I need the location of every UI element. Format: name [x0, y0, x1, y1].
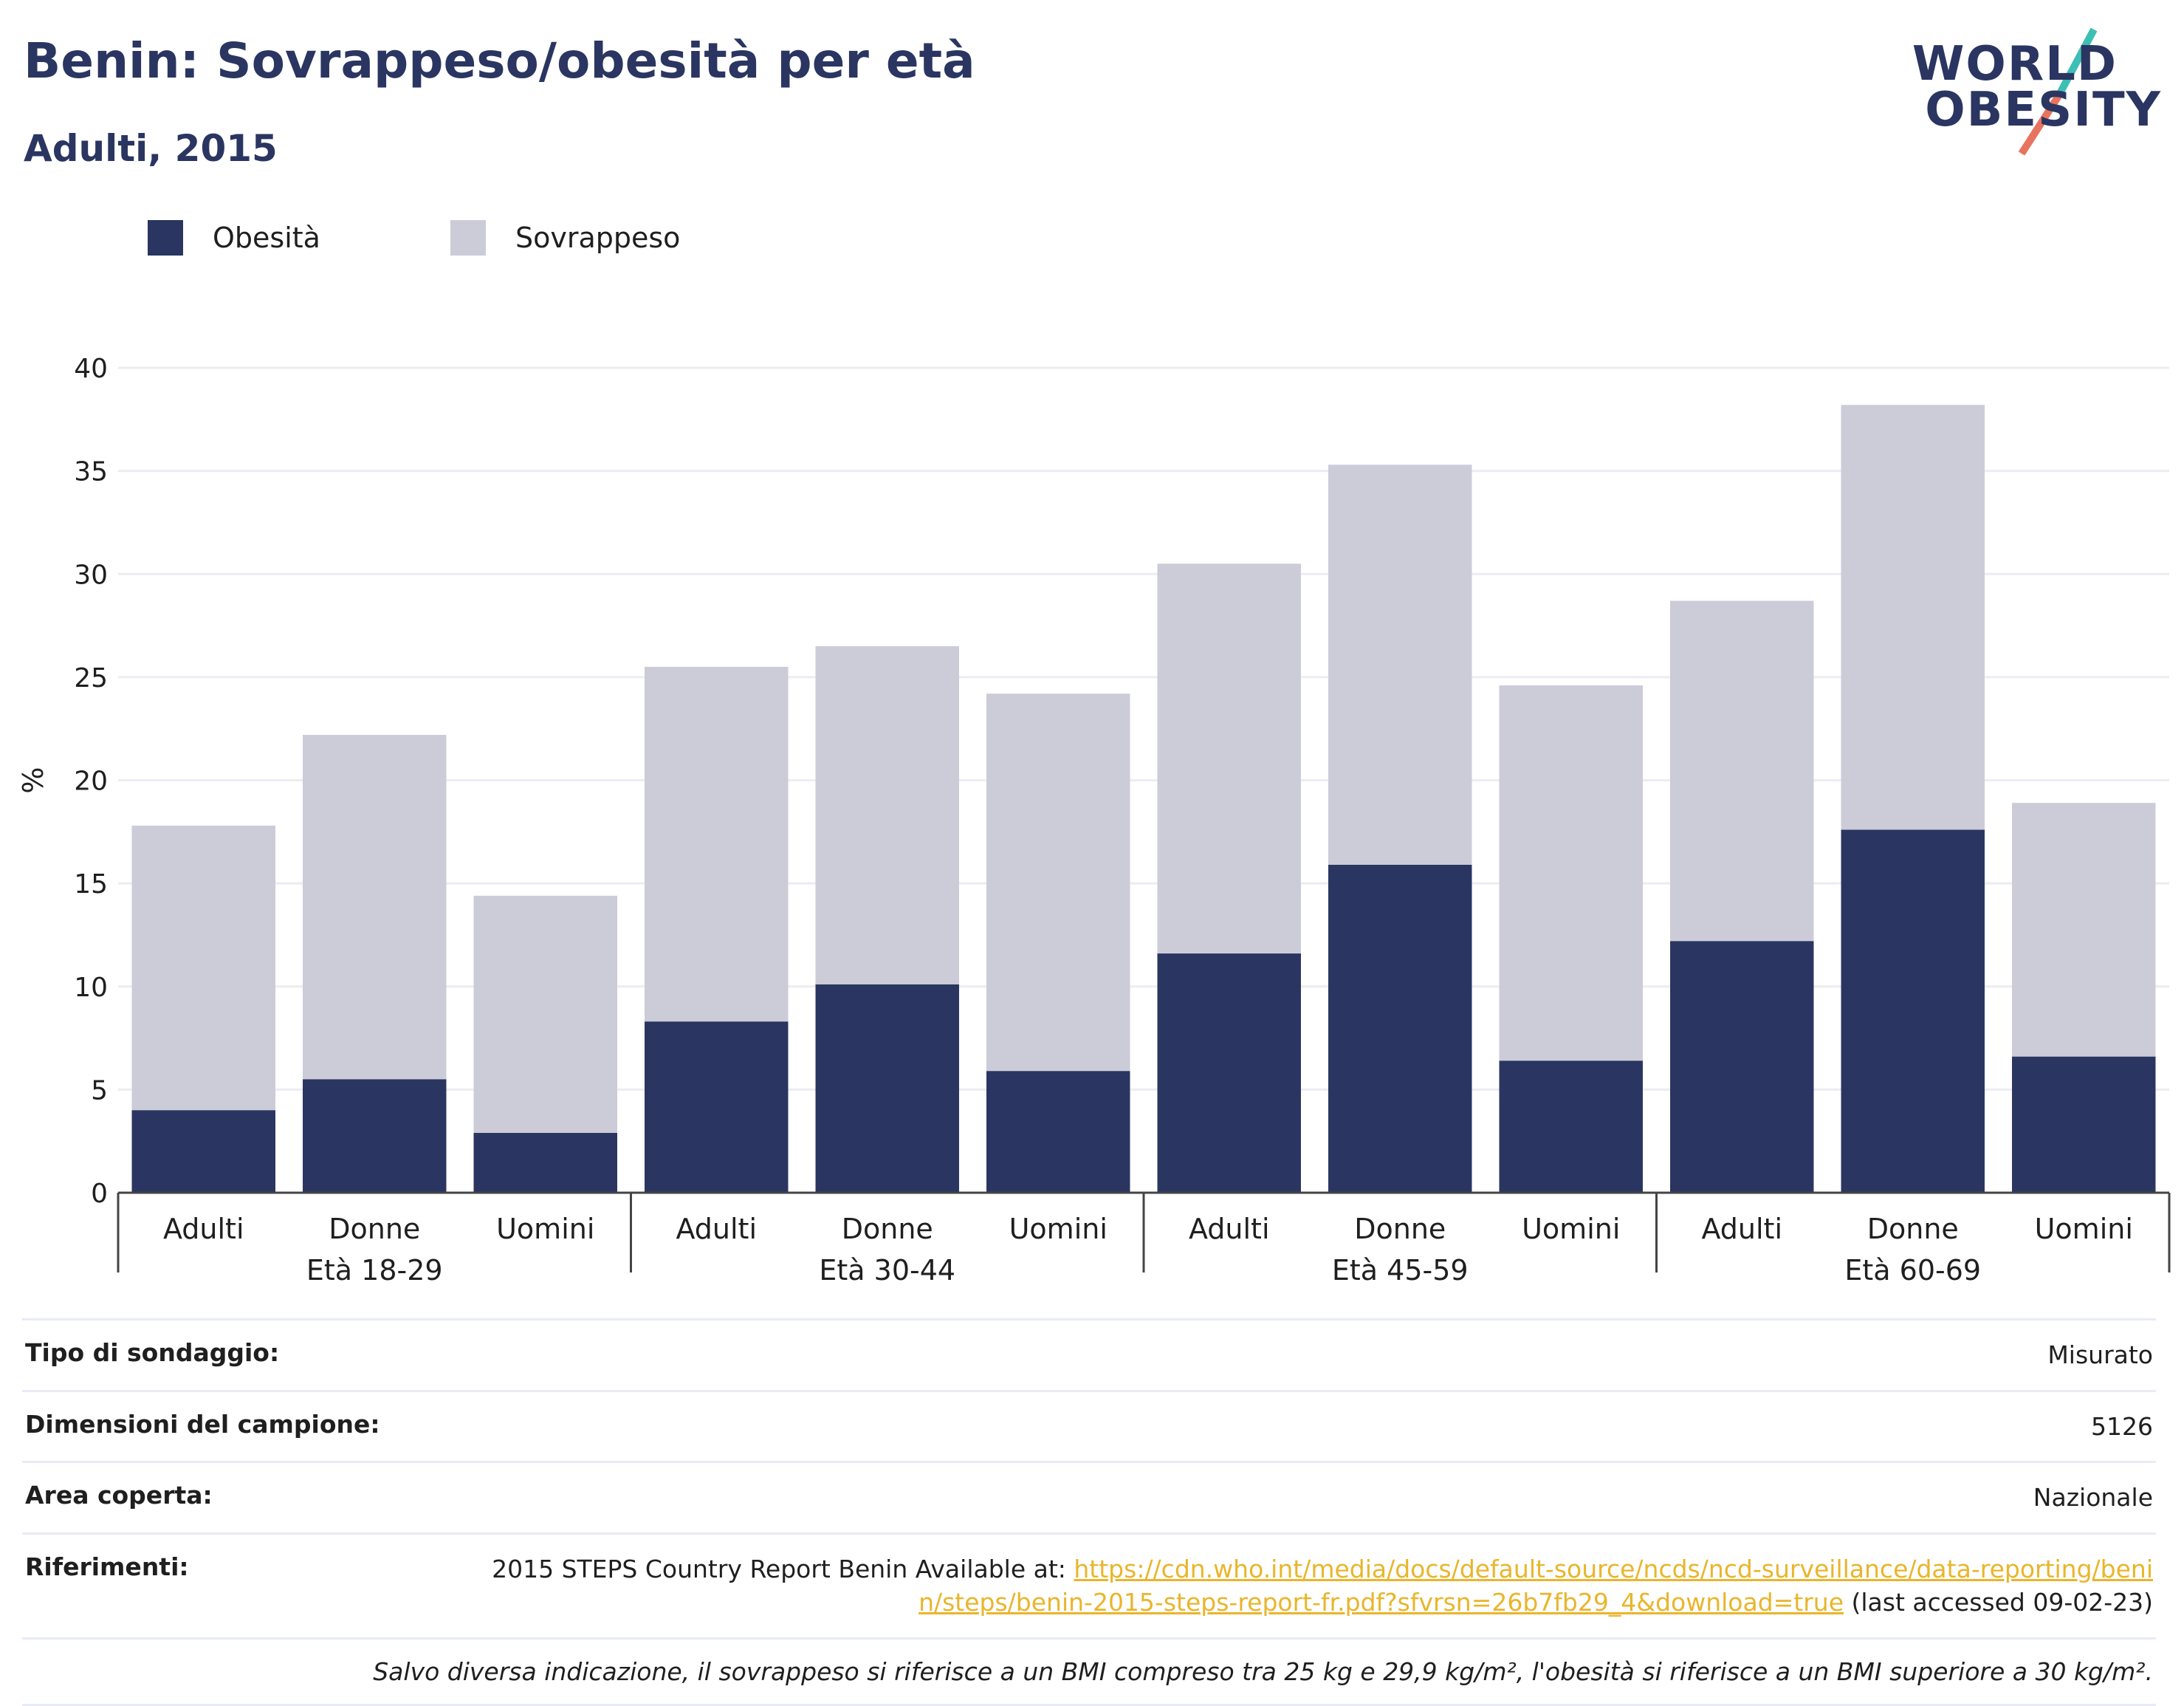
info-key: Area coperta:: [25, 1481, 213, 1510]
x-tick-label: Uomini: [496, 1213, 594, 1245]
info-value: Nazionale: [2033, 1483, 2153, 1513]
bar-overweight: [1670, 600, 1814, 942]
bar-overweight: [645, 666, 789, 1022]
bar-obesity: [1841, 829, 1985, 1193]
references-link[interactable]: https://cdn.who.int/media/docs/default-s…: [918, 1554, 2153, 1617]
bar-obesity: [473, 1133, 617, 1193]
bar-overweight: [1157, 563, 1301, 954]
y-tick-label: 15: [74, 869, 108, 900]
references-prefix: 2015 STEPS Country Report Benin Availabl…: [492, 1554, 1074, 1583]
references-value: 2015 STEPS Country Report Benin Availabl…: [492, 1552, 2153, 1620]
info-table: Tipo di sondaggio: Misurato Dimensioni d…: [22, 1318, 2156, 1706]
world-obesity-logo: WORLD OBESITY: [1912, 22, 2162, 155]
bar-obesity: [2012, 1056, 2156, 1193]
bar-obesity: [1328, 864, 1472, 1193]
logo-slash-icon: [2018, 27, 2098, 155]
bar-overweight: [986, 693, 1130, 1072]
info-value: 5126: [2091, 1411, 2153, 1441]
logo-word-obesity: OBESITY: [1925, 83, 2162, 137]
bar-obesity: [131, 1110, 275, 1193]
bar-overweight: [1499, 685, 1643, 1061]
x-tick-label: Uomini: [1009, 1213, 1108, 1245]
legend-swatch-obesity: [148, 220, 183, 256]
group-label: Età 30-44: [819, 1254, 955, 1285]
legend-label-obesity: Obesità: [213, 222, 320, 254]
bar-overweight: [131, 825, 275, 1111]
x-tick-label: Adulti: [676, 1213, 757, 1245]
y-tick-label: 40: [74, 354, 108, 384]
y-tick-label: 20: [74, 767, 108, 797]
info-row-survey-type: Tipo di sondaggio: Misurato: [22, 1318, 2156, 1390]
info-row-area: Area coperta: Nazionale: [22, 1461, 2156, 1532]
x-tick-label: Donne: [842, 1213, 933, 1245]
legend-swatch-overweight: [450, 220, 486, 256]
x-tick-label: Uomini: [2035, 1213, 2133, 1245]
x-tick-label: Donne: [329, 1213, 420, 1245]
x-tick-label: Donne: [1354, 1213, 1446, 1245]
legend-label-overweight: Sovrappeso: [515, 222, 681, 254]
x-tick-label: Uomini: [1522, 1213, 1620, 1245]
group-label: Età 18-29: [306, 1254, 443, 1285]
bar-overweight: [473, 895, 617, 1134]
bar-obesity: [1670, 941, 1814, 1193]
page-title: Benin: Sovrappeso/obesità per età: [24, 32, 975, 89]
bar-obesity: [815, 984, 959, 1193]
info-row-references: Riferimenti: 2015 STEPS Country Report B…: [22, 1532, 2156, 1637]
bar-overweight: [815, 645, 959, 984]
y-tick-label: 10: [74, 973, 108, 1003]
y-tick-label: 0: [91, 1179, 108, 1209]
x-tick-label: Adulti: [163, 1213, 244, 1245]
info-key: Dimensioni del campione:: [25, 1409, 380, 1439]
bar-overweight: [1328, 465, 1472, 865]
info-value: Misurato: [2047, 1340, 2153, 1369]
bar-overweight: [1841, 405, 1985, 830]
x-tick-label: Adulti: [1701, 1213, 1782, 1245]
page-subtitle: Adulti, 2015: [24, 127, 278, 170]
info-key: Riferimenti:: [25, 1552, 189, 1581]
x-tick-label: Donne: [1867, 1213, 1959, 1245]
y-tick-label: 35: [74, 457, 108, 487]
legend-item-obesity: Obesità: [148, 220, 320, 256]
references-suffix: (last accessed 09-02-23): [1844, 1588, 2154, 1617]
y-tick-label: 25: [74, 663, 108, 693]
bar-overweight: [303, 735, 447, 1080]
y-tick-label: 5: [91, 1075, 108, 1106]
info-key: Tipo di sondaggio:: [25, 1338, 280, 1367]
stacked-bar-chart: 0 5 10 15 20 25 30 35 40% Adulti Donne Uomini Adulti…: [17, 354, 2171, 1285]
y-axis-label: %: [17, 767, 49, 793]
group-label: Età 45-59: [1332, 1254, 1469, 1285]
bar-obesity: [986, 1071, 1130, 1193]
bar-obesity: [1157, 953, 1301, 1193]
bar-obesity: [645, 1021, 789, 1193]
legend-item-overweight: Sovrappeso: [450, 220, 680, 256]
bar-obesity: [1499, 1061, 1643, 1193]
info-row-sample-size: Dimensioni del campione: 5126: [22, 1389, 2156, 1462]
bar-obesity: [303, 1079, 447, 1193]
y-tick-label: 30: [74, 560, 108, 590]
logo-word-world: WORLD: [1912, 37, 2118, 92]
group-label: Età 60-69: [1844, 1254, 1981, 1285]
x-tick-label: Adulti: [1189, 1213, 1270, 1245]
bar-overweight: [2012, 803, 2156, 1057]
